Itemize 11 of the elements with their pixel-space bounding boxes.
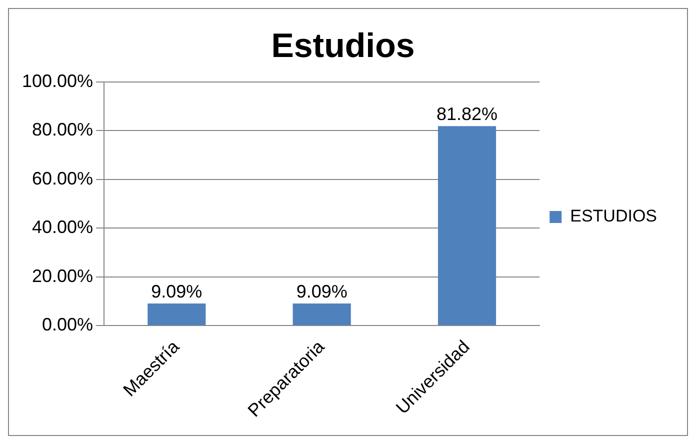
y-tick-label: 0.00% [42, 314, 94, 335]
data-label: 81.82% [436, 104, 498, 124]
y-tick-label: 80.00% [32, 120, 94, 140]
y-tick-label: 40.00% [32, 217, 94, 238]
legend-label: ESTUDIOS [570, 206, 658, 226]
y-tick-label: 100.00% [22, 70, 94, 91]
chart-title: Estudios [271, 26, 415, 65]
data-label: 9.09% [151, 281, 202, 302]
y-tick-label: 60.00% [32, 168, 94, 188]
data-label: 9.09% [296, 281, 348, 302]
y-tick-label: 20.00% [32, 266, 94, 286]
